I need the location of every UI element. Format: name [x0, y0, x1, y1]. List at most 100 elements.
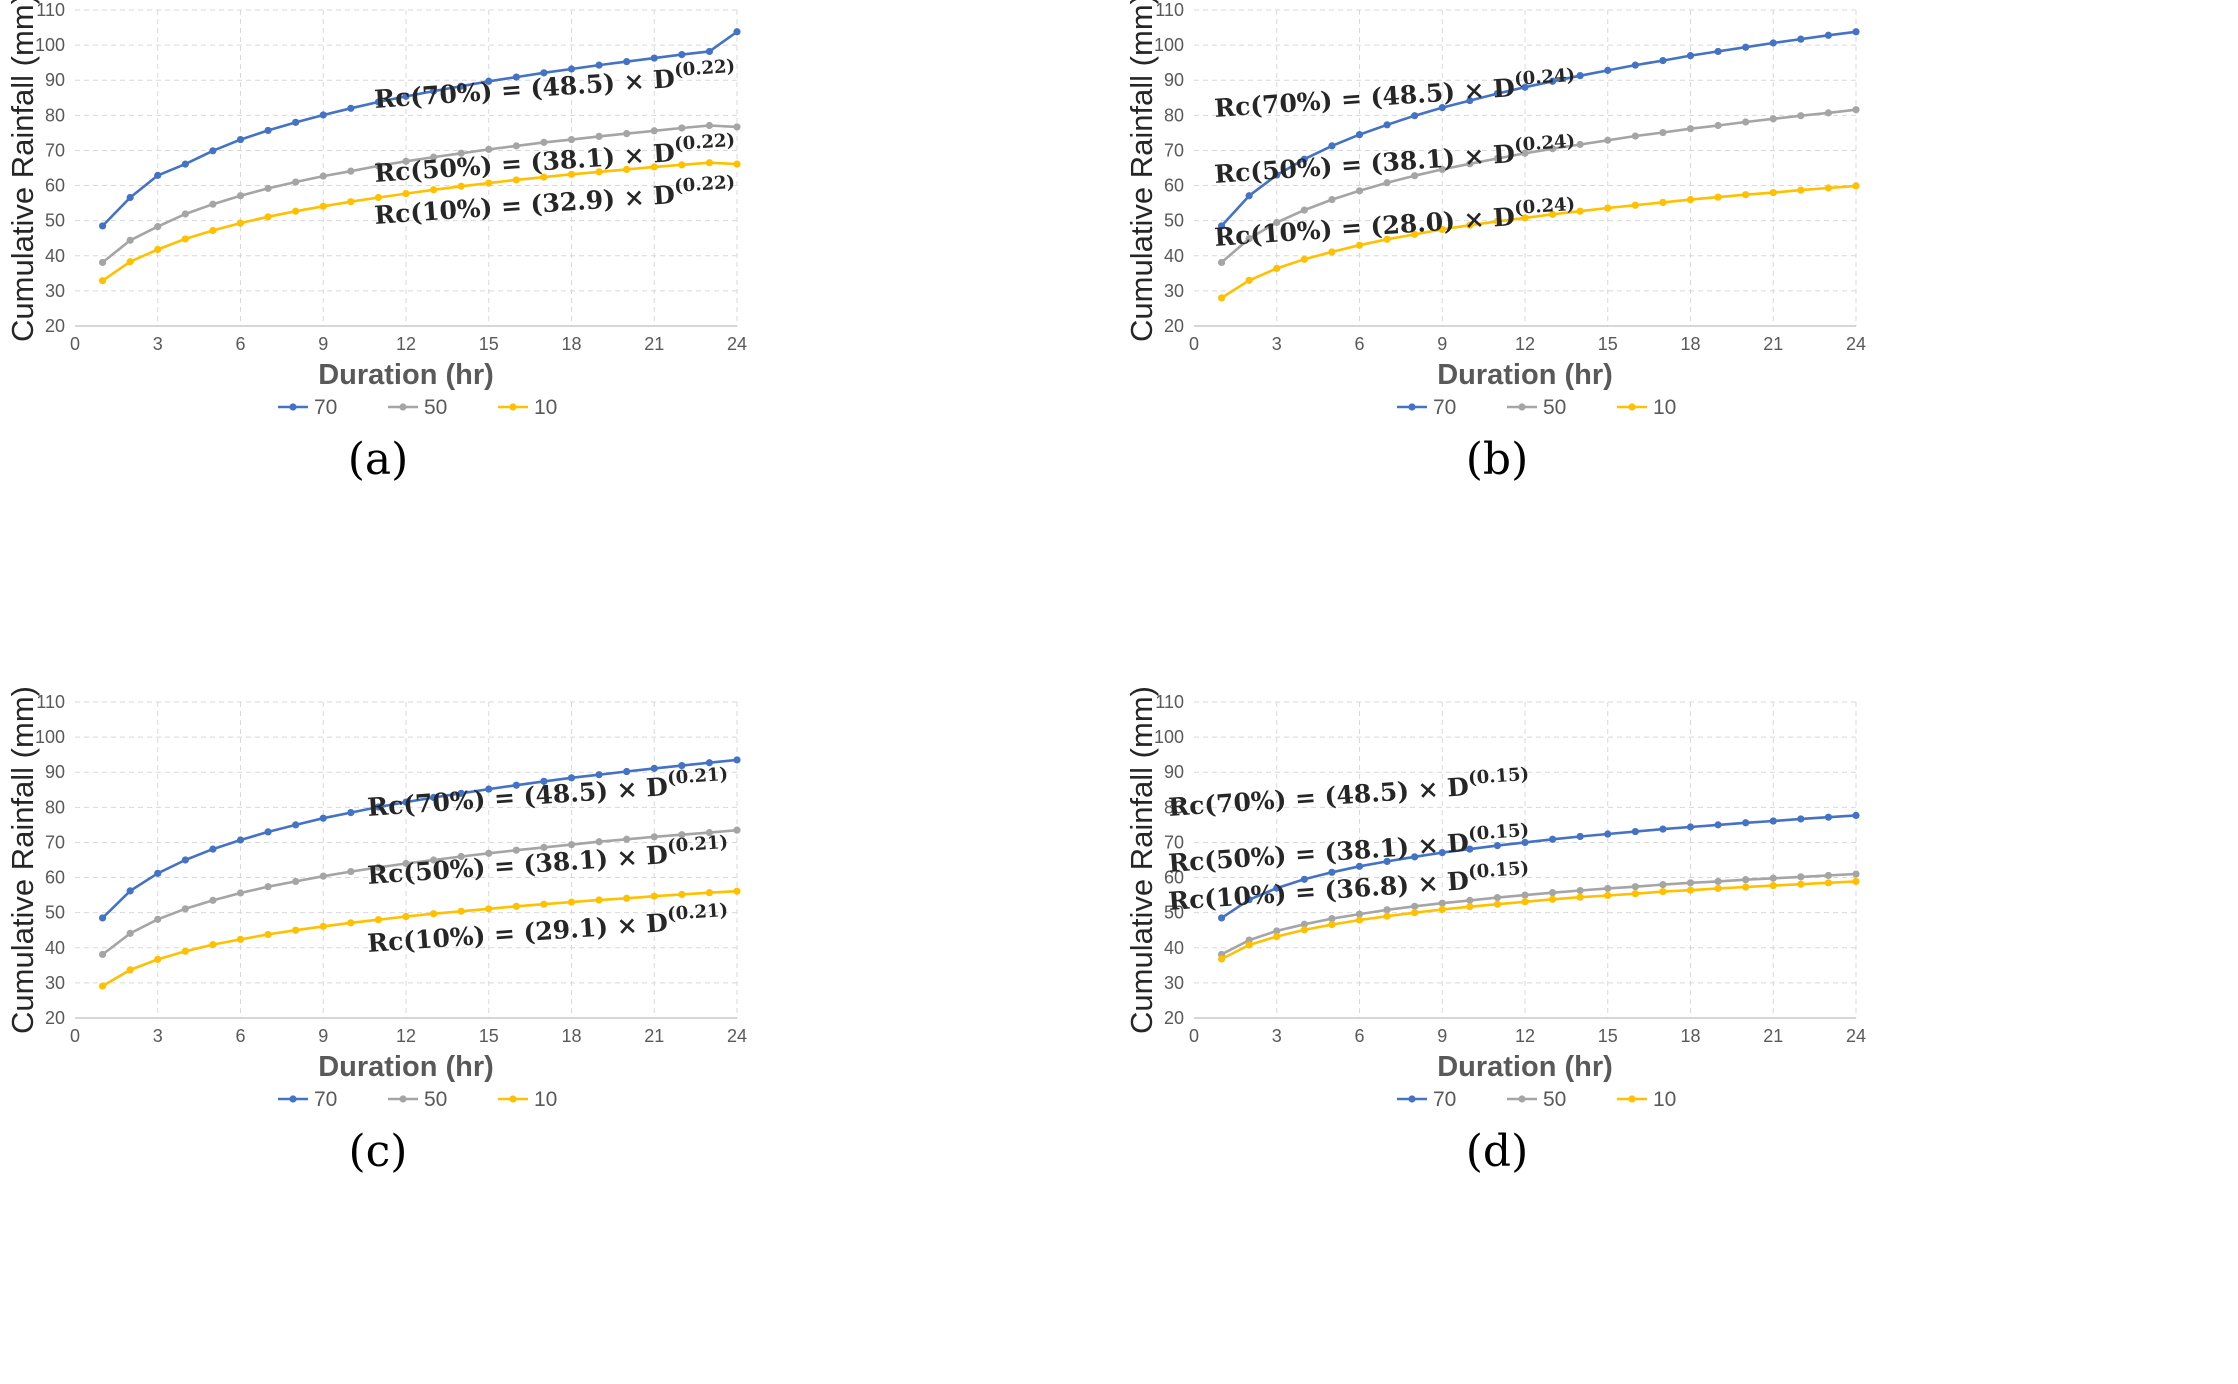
data-point-50 [540, 138, 548, 146]
data-point-10 [1217, 294, 1226, 302]
equation-exponent: (0.15) [1468, 858, 1530, 883]
data-point-70 [319, 814, 327, 822]
legend-swatch-marker [399, 403, 407, 411]
x-tick-label: 6 [235, 334, 245, 354]
data-point-70 [567, 65, 576, 73]
legend-label: 50 [424, 396, 447, 419]
data-point-70 [1245, 192, 1253, 200]
data-point-70 [733, 756, 741, 764]
legend-swatch-marker [509, 1095, 517, 1103]
y-axis-title: Cumulative Rainfall (mm) [1124, 686, 1159, 1034]
data-point-50 [485, 849, 493, 857]
legend-swatch-marker [289, 1095, 297, 1103]
x-tick-label: 9 [318, 334, 328, 354]
y-tick-label: 110 [36, 692, 65, 712]
data-point-70 [1631, 61, 1639, 69]
data-point-50 [154, 223, 162, 231]
data-point-10 [1604, 891, 1612, 900]
legend-label: 50 [424, 1088, 447, 1111]
series-line-70 [101, 30, 738, 227]
data-point-70 [429, 793, 438, 802]
x-tick-label: 21 [644, 1026, 664, 1046]
x-tick-label: 0 [70, 1026, 80, 1046]
data-point-10 [623, 165, 631, 174]
x-tick-label: 18 [561, 1026, 581, 1046]
data-point-10 [1521, 214, 1529, 222]
x-tick-label: 0 [1189, 334, 1199, 354]
data-point-10 [733, 160, 741, 168]
data-point-10 [374, 193, 383, 202]
data-point-70 [236, 135, 245, 144]
data-point-50 [1273, 218, 1281, 227]
data-point-70 [1659, 56, 1667, 65]
legend-swatch-marker [1628, 1095, 1636, 1103]
data-point-70 [154, 869, 162, 877]
data-point-10 [678, 890, 686, 899]
data-point-70 [1493, 842, 1502, 850]
data-point-10 [236, 935, 245, 943]
data-point-50 [650, 833, 658, 841]
y-tick-label: 70 [1164, 140, 1184, 160]
y-tick-label: 90 [45, 762, 65, 782]
data-point-10 [1217, 955, 1226, 963]
data-point-50 [1714, 877, 1722, 886]
x-axis-title: Duration (hr) [318, 1051, 494, 1083]
data-point-50 [1548, 889, 1557, 897]
legend-item-10: 10 [498, 1088, 557, 1111]
legend-label: 70 [314, 1088, 337, 1111]
y-tick-label: 70 [1164, 832, 1184, 852]
data-point-70 [264, 828, 272, 836]
data-point-70 [512, 73, 520, 81]
legend-swatch-marker [1518, 1095, 1526, 1103]
data-point-70 [1852, 811, 1860, 820]
data-point-50 [374, 162, 383, 170]
data-point-10 [1273, 932, 1281, 941]
data-point-50 [1300, 206, 1308, 214]
data-point-70 [402, 798, 410, 806]
panel-a: 20 30 40 50 60 70 80 90 100 110 0 3 6 9 12 15 18 21 24 Cumu… [5, 0, 747, 485]
data-point-70 [733, 28, 741, 36]
legend-item-10: 10 [498, 396, 557, 419]
data-point-70 [457, 82, 465, 90]
data-point-10 [154, 955, 162, 963]
legend-swatch-marker [1628, 403, 1636, 411]
x-axis-title: Duration (hr) [318, 359, 494, 391]
data-point-50 [457, 149, 465, 157]
data-point-10 [1438, 905, 1446, 914]
data-point-10 [1300, 926, 1308, 934]
data-point-70 [567, 774, 576, 782]
data-point-50 [1411, 172, 1419, 180]
data-point-10 [1631, 201, 1639, 209]
data-point-10 [540, 900, 548, 908]
legend-swatch-marker [399, 1095, 407, 1103]
data-point-10 [1548, 210, 1557, 218]
data-point-50 [1852, 106, 1860, 114]
data-point-10 [1548, 895, 1557, 903]
x-tick-label: 3 [1272, 1026, 1282, 1046]
equation-exponent: (0.24) [1514, 65, 1576, 90]
y-tick-label: 20 [1164, 316, 1184, 336]
y-tick-label: 20 [45, 1008, 65, 1028]
data-point-70 [98, 222, 107, 230]
x-tick-label: 9 [1437, 334, 1447, 354]
data-point-50 [1769, 115, 1777, 123]
data-point-50 [678, 124, 686, 132]
data-point-50 [567, 840, 576, 849]
data-point-50 [1769, 874, 1777, 882]
series-line-10 [101, 161, 738, 282]
data-point-70 [1659, 825, 1667, 833]
data-point-50 [1328, 196, 1336, 204]
data-point-50 [154, 915, 162, 923]
legend-item-50: 50 [388, 396, 447, 419]
data-point-50 [1824, 109, 1833, 117]
data-point-70 [1604, 830, 1612, 838]
data-point-10 [429, 910, 438, 918]
data-point-70 [1631, 827, 1639, 836]
data-point-70 [429, 87, 438, 95]
data-point-10 [1245, 941, 1253, 949]
data-point-50 [1438, 165, 1446, 174]
data-point-50 [429, 856, 438, 864]
data-point-70 [1300, 155, 1308, 163]
equation-main: Rc(70%) = (48.5) × D [1167, 772, 1469, 822]
y-tick-label: 90 [1164, 762, 1184, 782]
